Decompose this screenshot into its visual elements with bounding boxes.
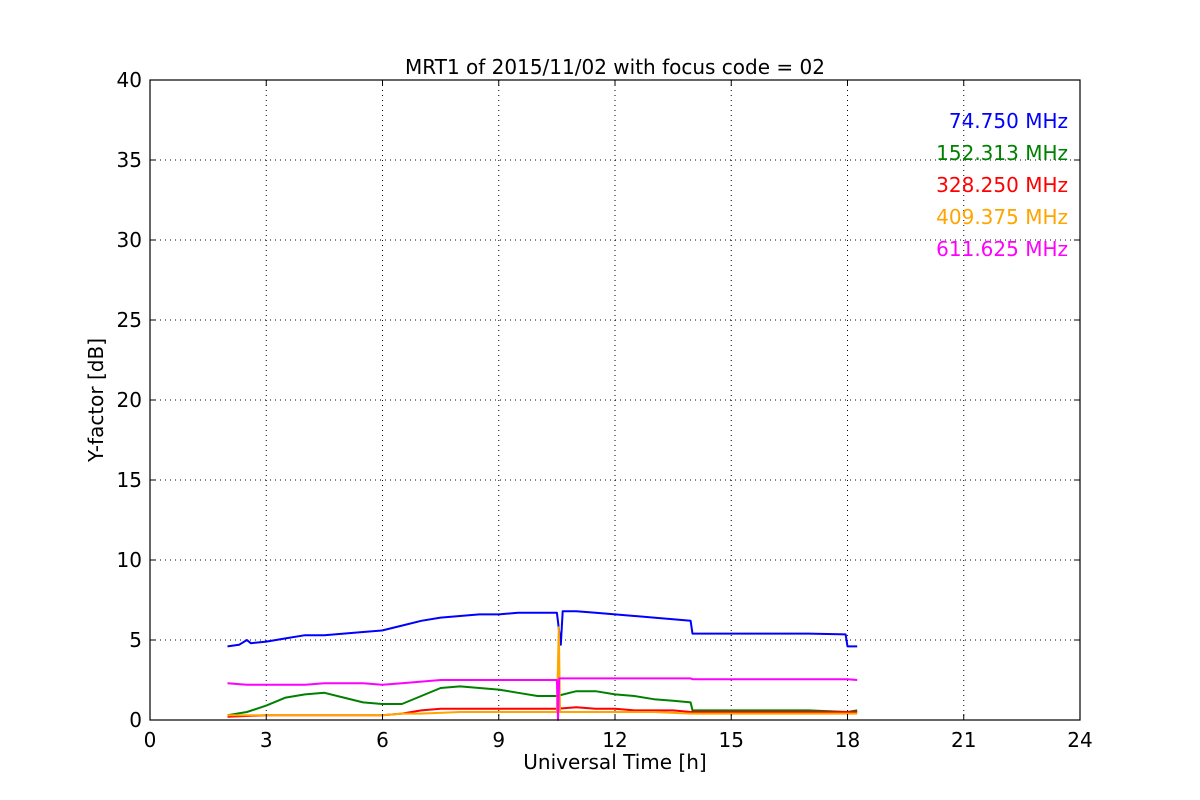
legend-entry: 409.375 MHz <box>936 205 1068 229</box>
y-axis-label: Y-factor [dB] <box>84 338 108 463</box>
y-tick-label: 10 <box>117 548 142 572</box>
y-tick-label: 5 <box>129 628 142 652</box>
axes: 0 3 6 9 12 15 18 21 24 0 5 10 15 20 25 30 35 40 <box>117 68 1093 752</box>
legend-entry: 74.750 MHz <box>949 109 1068 133</box>
y-tick-label: 15 <box>117 468 142 492</box>
x-tick-label: 12 <box>602 728 627 752</box>
x-axis-label: Universal Time [h] <box>523 750 706 774</box>
x-tick-label: 9 <box>492 728 505 752</box>
x-tick-label: 24 <box>1067 728 1092 752</box>
y-tick-label: 35 <box>117 148 142 172</box>
y-tick-label: 0 <box>129 708 142 732</box>
x-tick-label: 0 <box>144 728 157 752</box>
x-tick-label: 3 <box>260 728 273 752</box>
x-tick-label: 15 <box>719 728 744 752</box>
x-tick-label: 6 <box>376 728 389 752</box>
series-line-2 <box>227 685 858 717</box>
y-tick-label: 20 <box>117 388 142 412</box>
x-tick-label: 21 <box>951 728 976 752</box>
legend-entry: 611.625 MHz <box>936 237 1068 261</box>
series-line-1 <box>227 610 858 648</box>
y-tick-label: 40 <box>117 68 142 92</box>
plot-area <box>227 610 858 721</box>
grid <box>150 80 1080 720</box>
chart-title: MRT1 of 2015/11/02 with focus code = 02 <box>405 55 825 79</box>
y-tick-label: 25 <box>117 308 142 332</box>
legend-entry: 328.250 MHz <box>936 173 1068 197</box>
legend: 74.750 MHz 152.313 MHz 328.250 MHz 409.375 … <box>936 109 1068 261</box>
series-line-5 <box>227 677 858 721</box>
legend-entry: 152.313 MHz <box>936 141 1068 165</box>
y-tick-label: 30 <box>117 228 142 252</box>
x-tick-label: 18 <box>835 728 860 752</box>
